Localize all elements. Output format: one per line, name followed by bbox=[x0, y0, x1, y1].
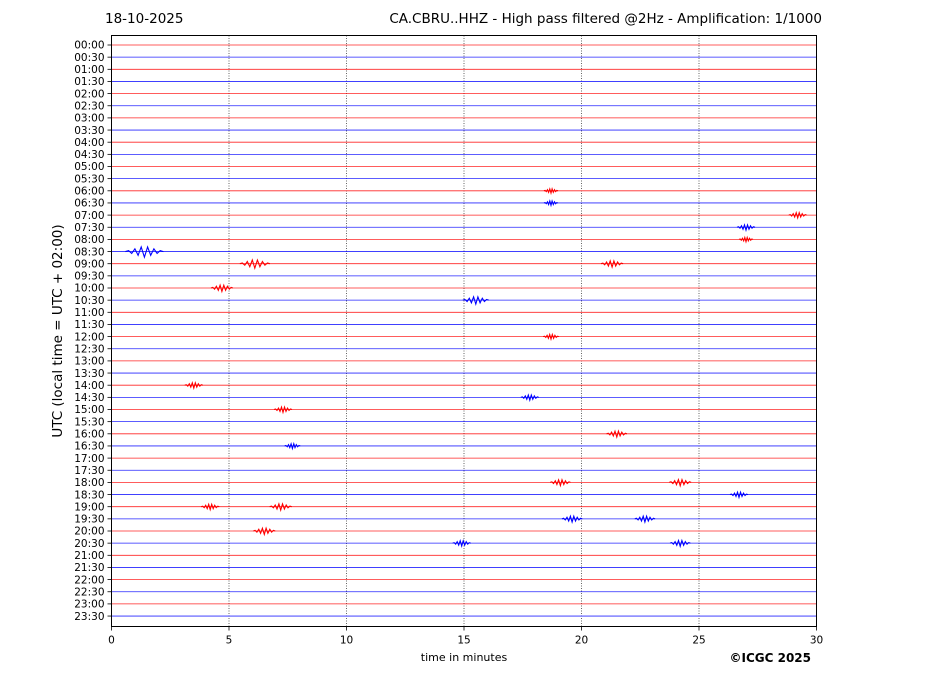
y-tick-label: 20:00 bbox=[74, 526, 104, 538]
y-axis-ticks: 00:0000:3001:0001:3002:0002:3003:0003:30… bbox=[74, 40, 112, 623]
y-tick-label: 20:30 bbox=[74, 538, 104, 550]
y-tick-label: 13:00 bbox=[74, 356, 104, 368]
y-tick-label: 05:30 bbox=[74, 173, 104, 185]
y-tick-label: 23:30 bbox=[74, 611, 104, 623]
y-tick-label: 14:00 bbox=[74, 380, 104, 392]
y-tick-label: 12:30 bbox=[74, 343, 104, 355]
event-burst bbox=[788, 210, 807, 220]
x-tick-label: 25 bbox=[692, 635, 705, 647]
y-tick-label: 03:00 bbox=[74, 113, 104, 125]
event-burst bbox=[462, 295, 489, 307]
event-burst bbox=[669, 538, 691, 549]
y-tick-label: 18:00 bbox=[74, 477, 104, 489]
y-tick-label: 22:30 bbox=[74, 586, 104, 598]
copyright-text: ©ICGC 2025 bbox=[729, 651, 811, 665]
y-tick-label: 23:00 bbox=[74, 599, 104, 611]
y-axis-label: UTC (local time = UTC + 02:00) bbox=[50, 224, 66, 438]
y-tick-label: 11:30 bbox=[74, 319, 104, 331]
y-tick-label: 08:00 bbox=[74, 234, 104, 246]
grid-lines bbox=[228, 35, 700, 627]
y-tick-label: 08:30 bbox=[74, 246, 104, 258]
y-tick-label: 11:00 bbox=[74, 307, 104, 319]
plot-frame bbox=[111, 35, 817, 627]
event-burst bbox=[634, 514, 656, 524]
x-tick-label: 20 bbox=[575, 635, 588, 647]
event-burst bbox=[669, 477, 692, 488]
event-burst bbox=[543, 199, 559, 208]
event-burst bbox=[542, 332, 559, 342]
event-burst bbox=[273, 405, 293, 415]
y-tick-label: 07:00 bbox=[74, 210, 104, 222]
x-axis-ticks: 0 5 10 15 20 25 30 bbox=[108, 626, 823, 647]
event-burst bbox=[452, 538, 471, 548]
event-burst bbox=[125, 245, 164, 260]
y-tick-label: 16:30 bbox=[74, 441, 104, 453]
y-tick-label: 01:30 bbox=[74, 76, 104, 88]
event-burst bbox=[210, 283, 234, 294]
y-tick-label: 17:30 bbox=[74, 465, 104, 477]
y-tick-label: 21:30 bbox=[74, 562, 104, 574]
y-tick-label: 06:30 bbox=[74, 198, 104, 210]
y-tick-label: 15:30 bbox=[74, 416, 104, 428]
chart-title: CA.CBRU..HHZ - High pass filtered @2Hz -… bbox=[389, 11, 822, 27]
y-tick-label: 19:00 bbox=[74, 501, 104, 513]
x-tick-label: 10 bbox=[340, 635, 353, 647]
y-tick-label: 09:00 bbox=[74, 258, 104, 270]
y-tick-label: 12:00 bbox=[74, 331, 104, 343]
y-tick-label: 10:30 bbox=[74, 295, 104, 307]
y-tick-label: 02:00 bbox=[74, 88, 104, 100]
y-tick-label: 18:30 bbox=[74, 489, 104, 501]
x-axis-label: time in minutes bbox=[420, 651, 508, 664]
y-tick-label: 06:00 bbox=[74, 186, 104, 198]
y-tick-label: 22:00 bbox=[74, 574, 104, 586]
x-tick-label: 0 bbox=[108, 635, 115, 647]
y-tick-label: 00:30 bbox=[74, 52, 104, 64]
event-bursts bbox=[125, 187, 807, 549]
event-burst bbox=[738, 235, 754, 244]
event-burst bbox=[736, 223, 756, 233]
event-burst bbox=[543, 187, 559, 196]
trace-lines bbox=[111, 44, 817, 617]
y-tick-label: 00:00 bbox=[74, 40, 104, 52]
event-burst bbox=[269, 502, 292, 513]
event-burst bbox=[184, 380, 203, 391]
y-tick-label: 05:00 bbox=[74, 161, 104, 173]
chart-date: 18-10-2025 bbox=[105, 11, 184, 27]
y-tick-label: 01:00 bbox=[74, 64, 104, 76]
y-tick-label: 15:00 bbox=[74, 404, 104, 416]
event-burst bbox=[253, 526, 276, 537]
event-burst bbox=[729, 490, 749, 500]
y-tick-label: 07:30 bbox=[74, 222, 104, 234]
y-tick-label: 04:00 bbox=[74, 137, 104, 149]
event-burst bbox=[549, 478, 571, 488]
y-tick-label: 02:30 bbox=[74, 100, 104, 112]
y-tick-label: 10:00 bbox=[74, 283, 104, 295]
event-burst bbox=[520, 393, 539, 403]
y-tick-label: 04:30 bbox=[74, 149, 104, 161]
y-tick-label: 21:00 bbox=[74, 550, 104, 562]
event-burst bbox=[239, 258, 271, 271]
y-tick-label: 19:30 bbox=[74, 514, 104, 526]
x-tick-label: 5 bbox=[226, 635, 233, 647]
event-burst bbox=[600, 259, 624, 270]
y-tick-label: 14:30 bbox=[74, 392, 104, 404]
y-tick-label: 09:30 bbox=[74, 271, 104, 283]
event-burst bbox=[606, 429, 628, 439]
x-tick-label: 15 bbox=[457, 635, 470, 647]
y-tick-label: 17:00 bbox=[74, 453, 104, 465]
y-tick-label: 13:30 bbox=[74, 368, 104, 380]
event-burst bbox=[561, 514, 583, 524]
x-tick-label: 30 bbox=[810, 635, 823, 647]
event-burst bbox=[284, 441, 301, 451]
event-burst bbox=[201, 502, 220, 512]
y-tick-label: 16:00 bbox=[74, 429, 104, 441]
y-tick-label: 03:30 bbox=[74, 125, 104, 137]
